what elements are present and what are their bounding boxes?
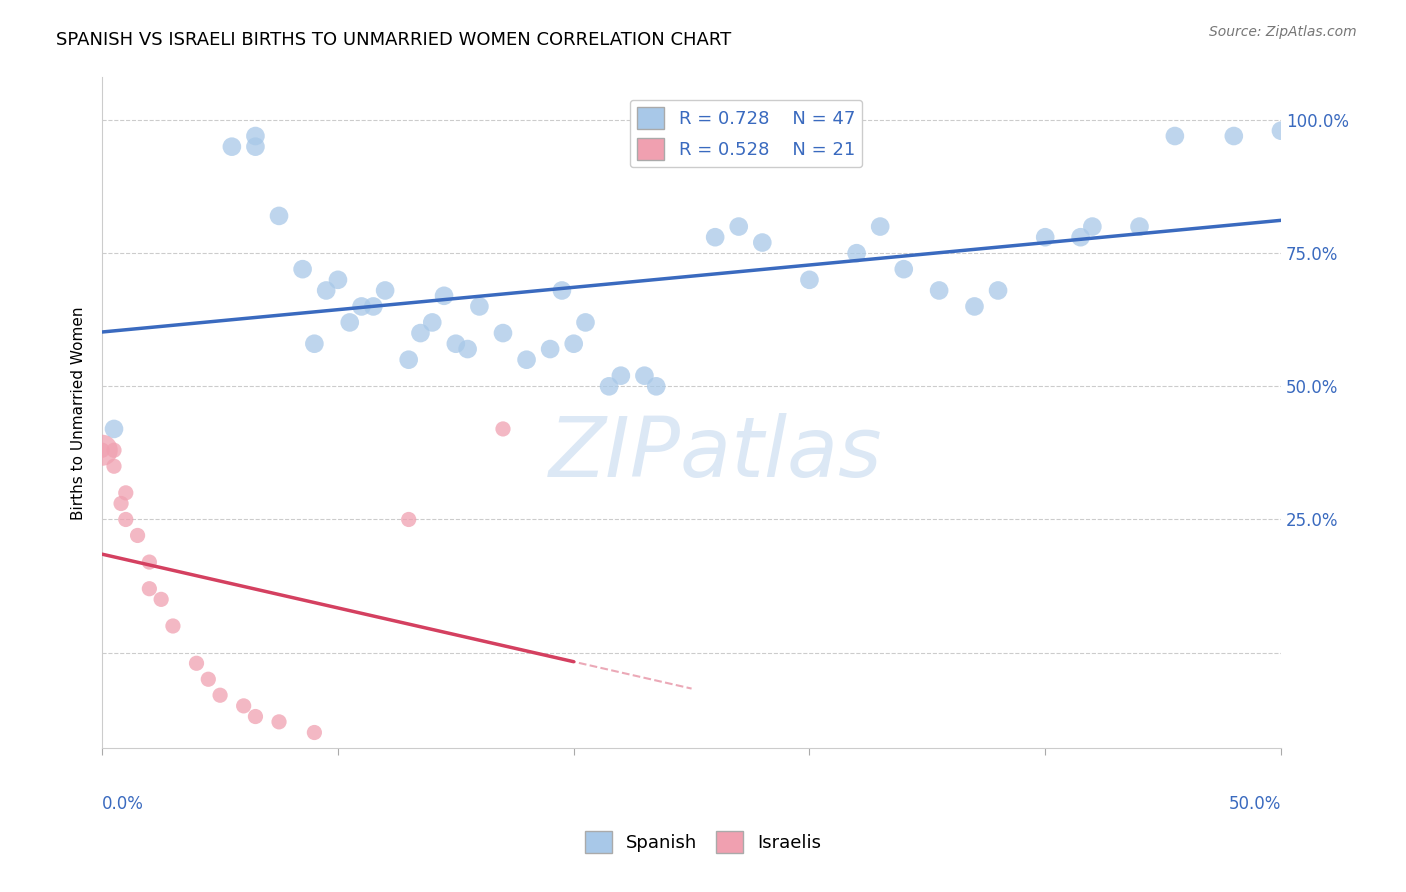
Point	[110, 496, 132, 510]
Point	[162, 619, 184, 633]
Point	[245, 709, 267, 723]
Point	[127, 528, 149, 542]
Text: 50.0%: 50.0%	[1229, 796, 1281, 814]
Point	[114, 512, 136, 526]
Point	[232, 698, 254, 713]
Point	[727, 219, 749, 234]
Text: SPANISH VS ISRAELI BIRTHS TO UNMARRIED WOMEN CORRELATION CHART: SPANISH VS ISRAELI BIRTHS TO UNMARRIED W…	[56, 31, 731, 49]
Point	[633, 368, 655, 383]
Point	[186, 657, 208, 671]
Point	[610, 368, 633, 383]
Point	[1223, 128, 1246, 143]
Point	[267, 209, 290, 223]
Point	[928, 284, 950, 298]
Point	[91, 443, 114, 458]
Point	[845, 246, 868, 260]
Point	[1070, 230, 1092, 244]
Point	[221, 139, 243, 153]
Point	[363, 300, 385, 314]
Point	[444, 336, 467, 351]
Point	[350, 300, 373, 314]
Text: Source: ZipAtlas.com: Source: ZipAtlas.com	[1209, 25, 1357, 39]
Point	[150, 592, 173, 607]
Point	[598, 379, 620, 393]
Legend: Spanish, Israelis: Spanish, Israelis	[578, 824, 828, 861]
Point	[1081, 219, 1104, 234]
Point	[374, 284, 396, 298]
Point	[492, 422, 515, 436]
Point	[197, 672, 219, 686]
Point	[114, 486, 136, 500]
Point	[304, 725, 326, 739]
Point	[492, 326, 515, 340]
Point	[799, 273, 821, 287]
Point	[103, 422, 125, 436]
Point	[138, 555, 160, 569]
Point	[457, 342, 479, 356]
Point	[551, 284, 574, 298]
Point	[138, 582, 160, 596]
Point	[433, 289, 456, 303]
Point	[704, 230, 727, 244]
Point	[963, 300, 986, 314]
Point	[1128, 219, 1150, 234]
Point	[103, 443, 125, 458]
Point	[209, 688, 232, 702]
Point	[326, 273, 349, 287]
Point	[987, 284, 1010, 298]
Point	[91, 443, 114, 458]
Point	[245, 139, 267, 153]
Point	[562, 336, 585, 351]
Point	[304, 336, 326, 351]
Point	[1164, 128, 1187, 143]
Point	[869, 219, 891, 234]
Point	[398, 512, 420, 526]
Point	[245, 128, 267, 143]
Point	[103, 459, 125, 474]
Point	[516, 352, 538, 367]
Point	[398, 352, 420, 367]
Point	[645, 379, 668, 393]
Y-axis label: Births to Unmarried Women: Births to Unmarried Women	[72, 306, 86, 520]
Legend: R = 0.728    N = 47, R = 0.528    N = 21: R = 0.728 N = 47, R = 0.528 N = 21	[630, 100, 862, 168]
Point	[315, 284, 337, 298]
Point	[468, 300, 491, 314]
Text: 0.0%: 0.0%	[103, 796, 143, 814]
Point	[893, 262, 915, 277]
Text: ZIPatlas: ZIPatlas	[548, 413, 882, 494]
Point	[751, 235, 773, 250]
Point	[267, 714, 290, 729]
Point	[1033, 230, 1056, 244]
Point	[538, 342, 561, 356]
Point	[1270, 124, 1292, 138]
Point	[420, 315, 443, 329]
Point	[339, 315, 361, 329]
Point	[409, 326, 432, 340]
Point	[574, 315, 596, 329]
Point	[291, 262, 314, 277]
